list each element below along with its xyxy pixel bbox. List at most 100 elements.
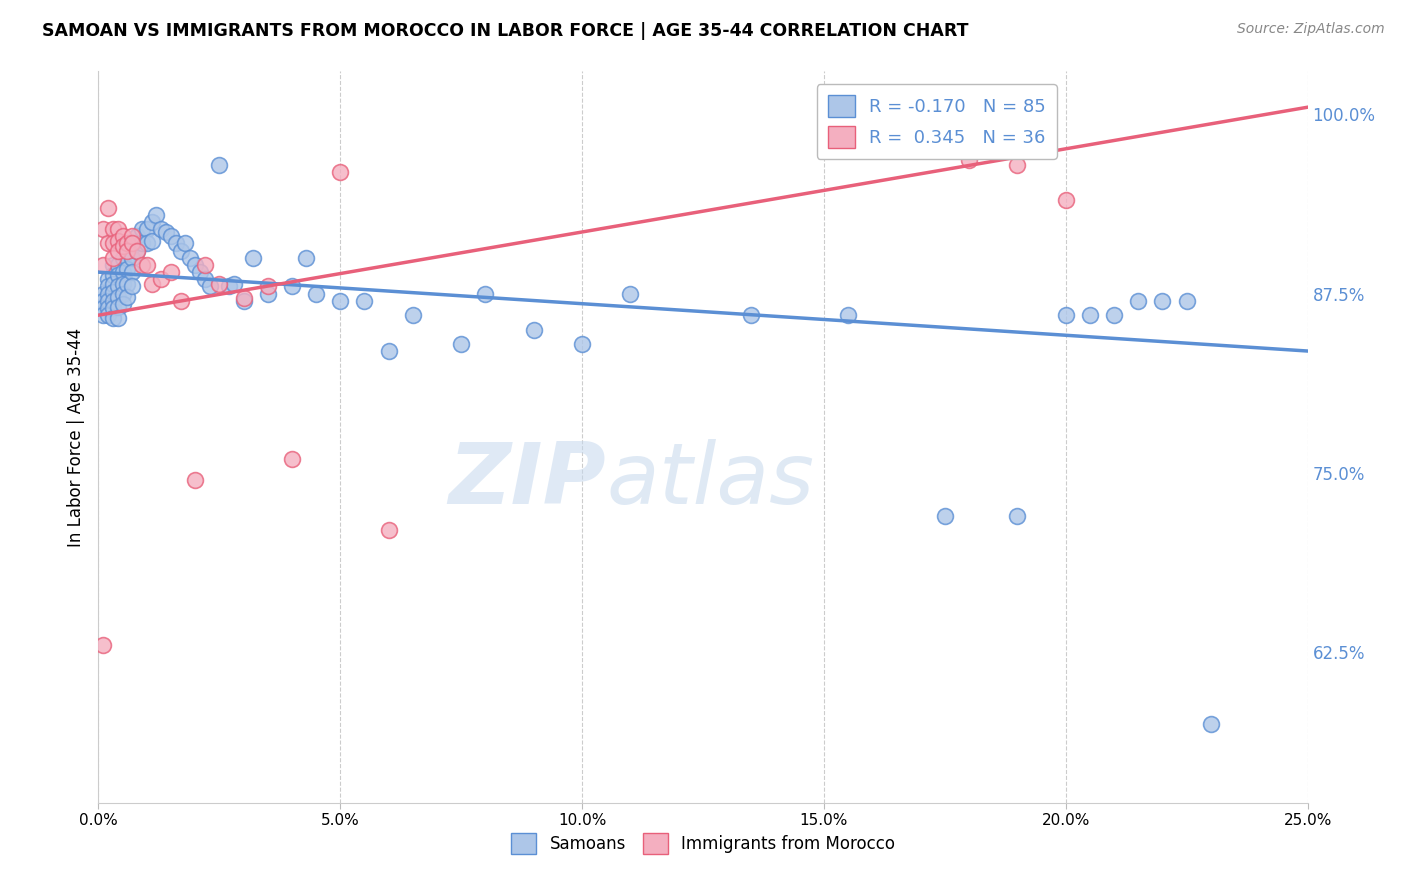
Point [184,473,207,487]
Point [101,236,124,251]
Point [145,208,167,222]
Point [101,293,124,308]
Point [107,258,129,272]
Point [101,258,124,272]
Point [111,251,134,265]
Point [131,222,153,236]
Point [135,236,157,251]
Point [131,236,153,251]
Point [1199,717,1222,731]
Point [256,286,278,301]
Point [169,244,191,258]
Point [97,293,120,308]
Point [97,272,120,286]
Point [127,244,149,258]
Text: atlas: atlas [606,440,814,523]
Point [101,251,124,265]
Point [523,322,546,336]
Point [91,258,114,272]
Point [571,336,593,351]
Text: Source: ZipAtlas.com: Source: ZipAtlas.com [1237,22,1385,37]
Point [127,229,149,244]
Point [97,236,120,251]
Point [450,336,472,351]
Point [107,300,129,314]
Point [117,244,139,258]
Point [150,222,173,236]
Point [111,265,134,279]
Point [184,258,207,272]
Point [281,279,304,293]
Point [117,277,139,291]
Point [111,296,134,310]
Point [305,286,328,301]
Point [101,311,124,326]
Point [141,215,163,229]
Point [97,286,120,301]
Point [194,258,217,272]
Y-axis label: In Labor Force | Age 35-44: In Labor Force | Age 35-44 [66,327,84,547]
Point [329,165,352,179]
Point [121,229,143,244]
Point [218,279,240,293]
Point [160,229,183,244]
Point [1102,308,1125,322]
Point [111,239,134,253]
Point [934,508,956,523]
Point [1152,293,1174,308]
Point [101,285,124,300]
Point [91,301,114,315]
Point [1007,158,1029,172]
Point [169,293,191,308]
Point [121,239,143,253]
Point [188,265,211,279]
Point [111,229,134,244]
Point [117,251,139,265]
Point [242,251,264,265]
Point [101,222,124,236]
Point [1175,293,1198,308]
Point [97,279,120,293]
Point [194,272,217,286]
Point [256,279,278,293]
Point [934,107,956,121]
Point [141,234,163,248]
Point [127,244,149,258]
Point [155,225,177,239]
Point [474,286,496,301]
Point [111,286,134,301]
Point [117,289,139,303]
Point [1054,308,1077,322]
Point [107,268,129,282]
Point [208,158,231,172]
Point [97,308,120,322]
Legend: Samoans, Immigrants from Morocco: Samoans, Immigrants from Morocco [505,827,901,860]
Point [107,222,129,236]
Point [740,308,762,322]
Point [101,301,124,315]
Point [1078,308,1101,322]
Point [377,344,399,359]
Point [97,301,120,315]
Point [97,201,120,215]
Point [107,234,129,248]
Point [135,222,157,236]
Point [837,308,859,322]
Point [117,262,139,277]
Point [91,222,114,236]
Text: SAMOAN VS IMMIGRANTS FROM MOROCCO IN LABOR FORCE | AGE 35-44 CORRELATION CHART: SAMOAN VS IMMIGRANTS FROM MOROCCO IN LAB… [42,22,969,40]
Point [107,289,129,303]
Point [141,277,163,291]
Point [121,236,143,251]
Point [135,258,157,272]
Point [121,279,143,293]
Point [91,286,114,301]
Point [174,236,197,251]
Point [117,236,139,251]
Point [377,524,399,538]
Point [160,265,183,279]
Point [295,251,318,265]
Point [107,279,129,293]
Point [91,308,114,322]
Point [131,258,153,272]
